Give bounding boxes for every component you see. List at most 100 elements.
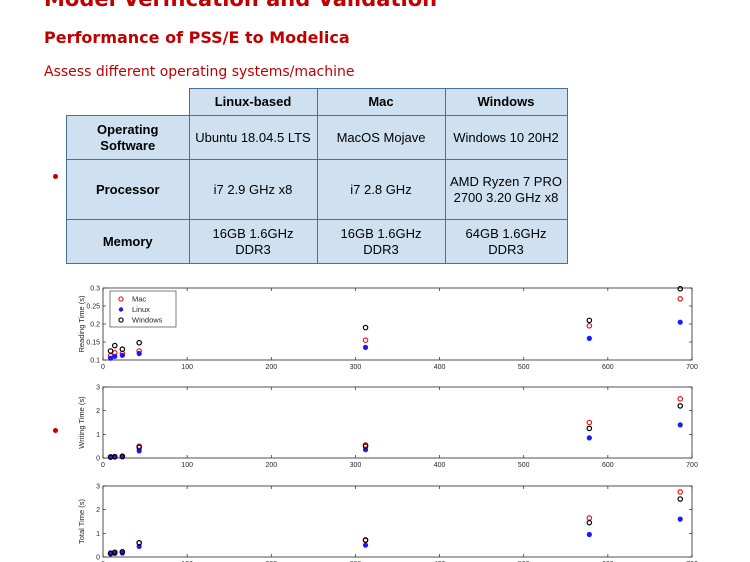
row-header-memory: Memory <box>66 219 190 264</box>
table-cell: Ubuntu 18.04.5 LTS <box>188 115 318 160</box>
data-point-windows <box>586 425 593 432</box>
data-point-mac <box>586 419 593 426</box>
y-axis-label: Total Time (s) <box>77 498 86 544</box>
x-tick-label: 200 <box>265 364 277 371</box>
table-row: Processor i7 2.9 GHz x8 i7 2.8 GHz AMD R… <box>66 159 568 220</box>
column-header-windows: Windows <box>444 88 568 116</box>
x-tick-label: 400 <box>434 462 446 469</box>
timing-charts: 0 100 200 300 400 500 600 7000.10.150.20.250.3R… <box>77 286 698 562</box>
table-corner-cell <box>66 88 190 116</box>
table-cell: i7 2.9 GHz x8 <box>188 159 318 220</box>
plot-area <box>102 287 693 361</box>
data-point-windows <box>111 549 118 556</box>
x-tick-label: 200 <box>265 462 277 469</box>
table-cell: 64GB 1.6GHz DDR3 <box>444 219 568 264</box>
slide-title: Model Verification and Validation <box>44 0 437 11</box>
row-header-processor: Processor <box>66 159 190 220</box>
data-point-mac <box>586 322 593 329</box>
data-point-linux <box>677 516 683 522</box>
x-tick-label: 300 <box>350 462 362 469</box>
table-cell: 16GB 1.6GHz DDR3 <box>316 219 446 264</box>
bullet-charts <box>53 428 58 433</box>
x-tick-label: 600 <box>602 364 614 371</box>
data-point-windows <box>586 317 593 324</box>
table-cell: Windows 10 20H2 <box>444 115 568 160</box>
data-point-linux <box>586 435 592 441</box>
table-cell: AMD Ryzen 7 PRO 2700 3.20 GHz x8 <box>444 159 568 220</box>
data-point-windows <box>136 444 142 451</box>
x-tick-label: 0 <box>101 462 105 469</box>
table-cell: i7 2.8 GHz <box>316 159 446 220</box>
x-tick-label: 100 <box>181 364 193 371</box>
data-point-mac <box>677 396 684 402</box>
x-tick-label: 100 <box>181 462 193 469</box>
x-tick-label: 400 <box>434 364 446 371</box>
y-tick-label: 0.3 <box>90 286 100 293</box>
legend-marker-windows <box>118 317 124 323</box>
bullet-table <box>53 174 58 179</box>
data-point-linux <box>586 531 592 538</box>
x-tick-label: 500 <box>518 364 530 371</box>
x-tick-label: 700 <box>686 462 698 469</box>
machine-spec-table: Linux-based Mac Windows Operating Softwa… <box>66 88 568 264</box>
data-point-mac <box>677 489 684 495</box>
data-point-linux <box>677 319 683 325</box>
y-tick-label: 0 <box>96 456 100 463</box>
data-point-windows <box>677 403 684 409</box>
x-tick-label: 0 <box>101 364 105 371</box>
y-tick-label: 3 <box>96 484 100 491</box>
data-point-linux <box>112 353 118 359</box>
data-point-windows <box>136 339 142 346</box>
x-tick-label: 500 <box>518 462 530 469</box>
data-point-linux <box>362 542 369 548</box>
data-point-windows <box>362 443 369 449</box>
legend-marker-mac <box>118 296 124 302</box>
y-tick-label: 1 <box>96 531 100 538</box>
y-tick-label: 0.15 <box>86 340 100 347</box>
data-point-windows <box>677 285 684 292</box>
y-tick-label: 3 <box>96 385 100 392</box>
chart-panel-3: 01002003004005006007000123Total Time (s) <box>77 484 698 562</box>
data-point-windows <box>119 346 126 353</box>
legend-label-windows: Windows <box>132 316 163 325</box>
data-point-windows <box>111 454 118 460</box>
y-tick-label: 0.2 <box>90 322 100 329</box>
data-point-windows <box>677 496 684 502</box>
legend-label-linux: Linux <box>132 305 150 314</box>
legend-marker-linux <box>118 307 124 312</box>
data-point-windows <box>362 537 369 543</box>
y-tick-label: 0.25 <box>86 304 100 311</box>
table-header-row: Linux-based Mac Windows <box>66 88 568 116</box>
data-point-linux <box>677 422 683 428</box>
slide-subheading: Assess different operating systems/machi… <box>44 64 355 80</box>
data-point-windows <box>136 539 142 546</box>
plot-area <box>102 485 693 558</box>
column-header-linux: Linux-based <box>188 88 318 116</box>
data-point-windows <box>586 519 593 526</box>
legend-label-mac: Mac <box>132 295 146 304</box>
table-cell: MacOS Mojave <box>316 115 446 160</box>
chart-panel-1: 0 100 200 300 400 500 600 700 0.1 0.15 0.2 0.25 0.3 R… <box>77 286 698 372</box>
data-point-mac <box>677 295 684 302</box>
y-tick-label: 0.1 <box>90 358 100 365</box>
y-axis-label: Writing Time (s) <box>77 396 86 449</box>
chart-panel-2: 0 100 200 300 400 500 600 700 0 1 2 3 Writing Time (… <box>77 385 698 470</box>
row-header-operating-software: Operating Software <box>66 115 190 160</box>
y-tick-label: 1 <box>96 432 100 439</box>
column-header-mac: Mac <box>316 88 446 116</box>
table-row: Operating Software Ubuntu 18.04.5 LTS Ma… <box>66 115 568 160</box>
data-point-windows <box>119 548 126 555</box>
table-row: Memory 16GB 1.6GHz DDR3 16GB 1.6GHz DDR3… <box>66 219 568 264</box>
y-axis-label: Reading Time (s) <box>77 295 86 353</box>
slide-heading: Performance of PSS/E to Modelica <box>44 28 350 47</box>
plot-area <box>102 386 693 459</box>
data-point-linux <box>586 335 592 342</box>
x-tick-label: 300 <box>350 364 362 371</box>
data-point-linux <box>362 344 369 350</box>
data-point-mac <box>362 337 369 344</box>
data-point-linux <box>136 350 142 357</box>
y-tick-label: 2 <box>96 408 100 415</box>
data-point-linux <box>107 355 114 361</box>
y-tick-label: 2 <box>96 507 100 514</box>
x-tick-label: 700 <box>686 364 698 371</box>
